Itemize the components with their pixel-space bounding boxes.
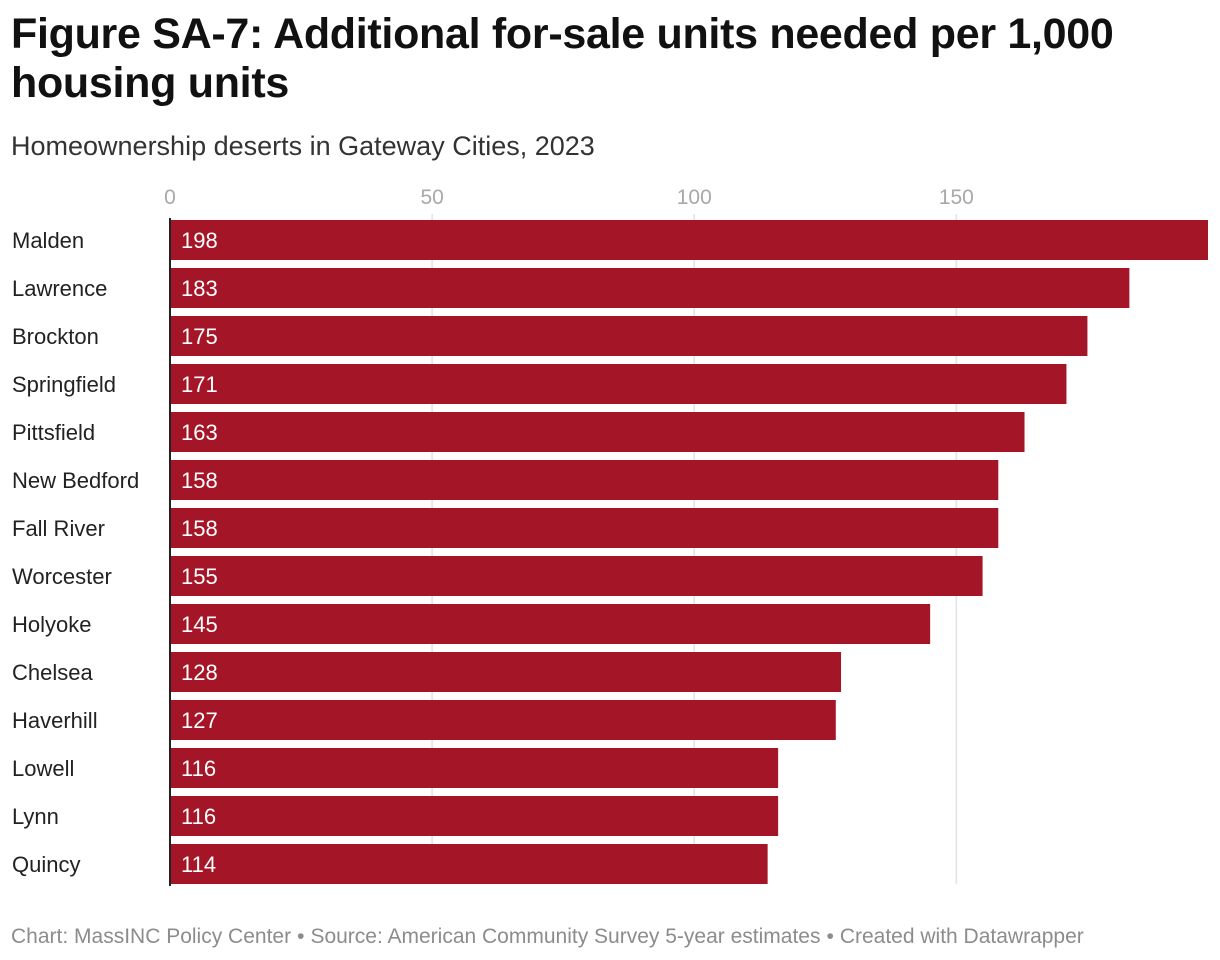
bar-value-label: 116 xyxy=(181,756,216,781)
bar-value-label: 158 xyxy=(181,516,218,541)
category-label: Fall River xyxy=(12,516,105,541)
chart-footer: Chart: MassINC Policy Center • Source: Ame… xyxy=(11,922,1084,952)
bar-value-label: 175 xyxy=(181,324,218,349)
category-label: Worcester xyxy=(12,564,112,589)
bar xyxy=(170,412,1025,452)
category-label: Malden xyxy=(12,228,84,253)
chart-subtitle: Homeownership deserts in Gateway Cities,… xyxy=(11,131,595,161)
bar xyxy=(170,268,1130,308)
bar-value-label: 171 xyxy=(181,372,218,397)
category-label: New Bedford xyxy=(12,468,139,493)
bar xyxy=(170,364,1067,404)
bar-value-label: 155 xyxy=(181,564,218,589)
x-tick-label: 0 xyxy=(164,186,176,209)
bar-value-label: 198 xyxy=(181,228,218,253)
bar-value-label: 183 xyxy=(181,276,218,301)
bar xyxy=(170,316,1088,356)
bar xyxy=(170,556,983,596)
category-label: Springfield xyxy=(12,372,116,397)
bar xyxy=(170,844,768,884)
bar xyxy=(170,796,779,836)
chart-title: Figure SA-7: Additional for-sale units n… xyxy=(11,10,1114,107)
bar-value-label: 127 xyxy=(181,708,218,733)
footer-created-with: Created with Datawrapper xyxy=(839,925,1084,948)
bar-value-label: 158 xyxy=(181,468,218,493)
category-label: Holyoke xyxy=(12,612,91,637)
bar-chart: 0 50 100 150 Malden 198 Lawrence 183 Brockton 175… xyxy=(12,186,1208,886)
footer-separator: • xyxy=(826,925,834,948)
x-tick-label: 50 xyxy=(420,186,443,209)
bar-value-label: 116 xyxy=(181,804,216,829)
footer-separator: • xyxy=(297,925,305,948)
footer-chart-credit: Chart: MassINC Policy Center xyxy=(11,925,292,948)
category-label: Quincy xyxy=(12,852,80,877)
bar xyxy=(170,748,779,788)
footer-source: Source: American Community Survey 5-year… xyxy=(310,925,821,948)
bar-value-label: 163 xyxy=(181,420,218,445)
bar xyxy=(170,508,999,548)
bar xyxy=(170,220,1208,260)
bar-value-label: 145 xyxy=(181,612,218,637)
category-label: Lawrence xyxy=(12,276,107,301)
x-tick-label: 150 xyxy=(939,186,974,209)
bar xyxy=(170,604,931,644)
category-label: Haverhill xyxy=(12,708,98,733)
bar xyxy=(170,700,836,740)
bar-value-label: 114 xyxy=(181,852,216,877)
category-label: Pittsfield xyxy=(12,420,95,445)
category-label: Chelsea xyxy=(12,660,93,685)
category-label: Brockton xyxy=(12,324,99,349)
x-tick-label: 100 xyxy=(677,186,712,209)
bar xyxy=(170,460,999,500)
bar xyxy=(170,652,842,692)
category-label: Lynn xyxy=(12,804,59,829)
category-label: Lowell xyxy=(12,756,74,781)
bar-value-label: 128 xyxy=(181,660,218,685)
